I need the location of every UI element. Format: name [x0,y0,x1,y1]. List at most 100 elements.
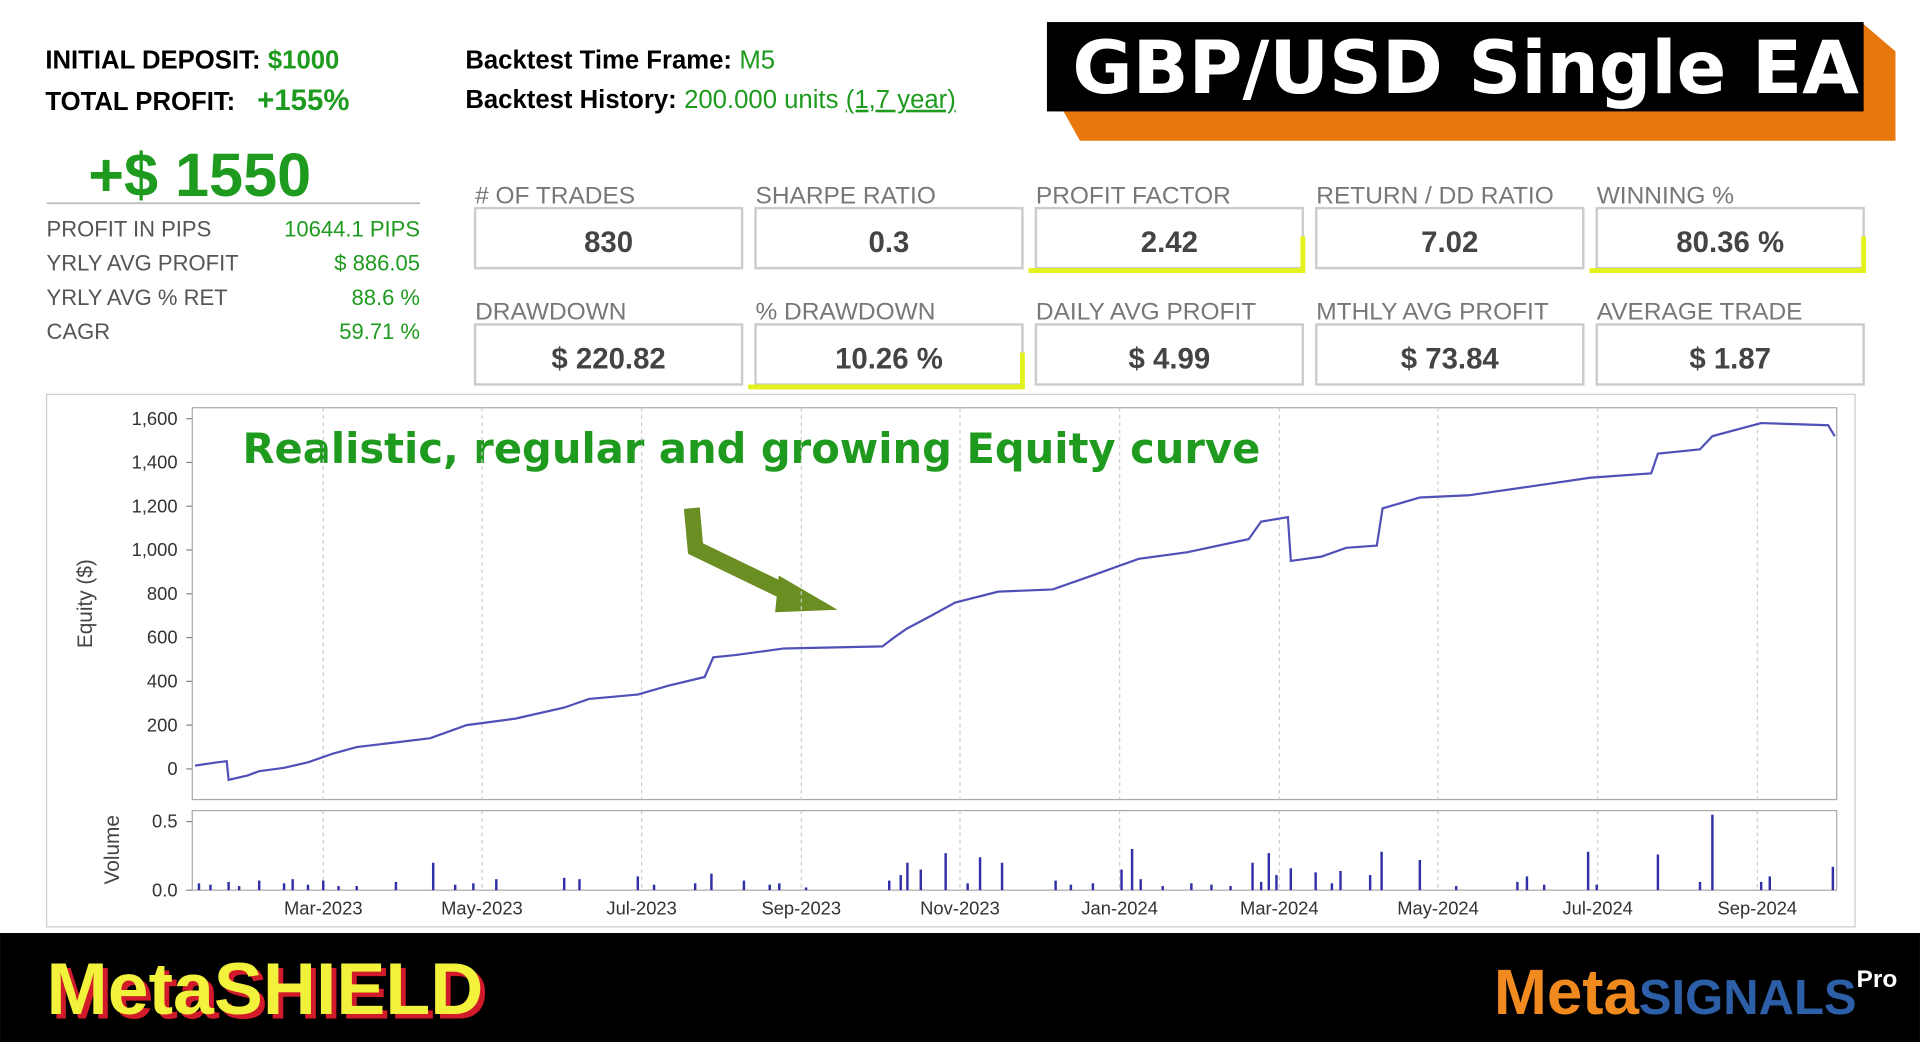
label: TOTAL PROFIT: [45,88,235,116]
title-shadow [1062,110,1896,141]
volume-bar [1586,851,1590,891]
volume-bar [1759,881,1763,891]
y-axis-title: Equity ($) [74,559,97,648]
volume-bar [237,886,241,891]
volume-bar [636,876,640,891]
volume-bar [1000,862,1004,891]
metric-value: 80.36 % [1676,226,1784,259]
volume-bar [1542,884,1546,891]
metric-value: $ 4.99 [1129,343,1211,376]
volume-bar [1161,886,1164,891]
period: (1,7 year) [846,86,956,114]
label: Backtest Time Frame: [465,47,732,75]
metric-box [1595,323,1865,386]
volume-bar [578,879,581,891]
stat-value: 88.6 % [351,285,420,310]
partner: Meta [1494,957,1640,1028]
volume-bar [1251,862,1254,891]
x-tick-label: Mar-2024 [1240,898,1319,919]
volume-bar [1525,876,1529,891]
title-box [1046,22,1864,112]
volume-bar [944,853,947,891]
y-tick-label: 200 [147,714,178,735]
footer-bar [0,933,1920,1042]
volume-bar [888,880,891,891]
volume-bar [1698,881,1702,891]
volume-bar [919,869,923,891]
volume-bar [1595,884,1598,891]
metric-value: $ 1.87 [1689,343,1771,376]
metric-label: WINNING % [1597,182,1734,209]
annotation: Realistic, regular and growing Equity cu… [242,424,1260,473]
footer: MetaSHIELD MetaSHIELD MetaSIGNALSPro [0,933,1920,1042]
volume-bar [966,883,969,891]
title-shadow [1861,22,1896,113]
deposit: INITIAL DEPOSIT: $1000 [45,47,339,75]
metric-label: MTHLY AVG PROFIT [1316,299,1549,326]
volume-bar [1289,868,1293,891]
y-tick-label: 1,400 [132,452,178,473]
plot-area [191,407,1838,801]
volume-bar [1656,854,1660,891]
volume-bar [1275,875,1278,891]
value: M5 [739,47,775,75]
metric-label: DRAWDOWN [475,299,626,326]
metric-box [754,206,1024,270]
label: INITIAL DEPOSIT: [45,47,260,75]
volume-bar [1516,881,1519,891]
volume-bar [906,862,909,891]
equity-line [194,421,1836,782]
volume-bar [495,879,498,891]
volume-bar [337,886,340,891]
volume-bar [1229,886,1232,891]
volume-bar [282,883,286,891]
metric-value: 2.42 [1141,226,1198,259]
volume-bar [1130,849,1134,891]
volume-bar [1210,884,1213,891]
volume-bar [1368,875,1372,891]
metric-label: AVERAGE TRADE [1597,299,1803,326]
volume-bar [768,884,771,891]
history: Backtest History: 200.000 units (1,7 year) [465,86,955,114]
volume-bar [710,873,713,891]
highlight [748,352,1025,390]
highlight [1028,236,1306,274]
volume-bar [1314,872,1317,891]
volume-bar [306,884,310,891]
volume-bar [1054,880,1057,891]
total-profit: TOTAL PROFIT: +155% [45,84,349,117]
metric-label: # OF TRADES [475,182,635,209]
value: 200.000 units [684,86,838,114]
volume-bar [1259,881,1263,891]
y-tick-label: 600 [147,627,178,648]
x-tick-label: Nov-2023 [920,898,1000,919]
volume-bar [197,883,201,891]
metric-box [1034,323,1305,386]
volume-bar [1190,883,1193,891]
volume-bar [394,881,398,891]
x-tick-label: Sep-2024 [1718,898,1798,919]
volume-bar [778,883,781,891]
y-tick-label: 0.0 [152,879,178,900]
y-tick-label: 1,600 [132,408,178,429]
y-tick-label: 1,200 [132,495,178,516]
x-tick-label: Sep-2023 [761,898,841,919]
metric-box [1315,206,1585,270]
stat-label: CAGR [47,319,111,344]
y-axis-title: Volume [101,815,124,884]
metric-label: RETURN / DD RATIO [1316,182,1553,209]
volume-bar [1380,851,1383,891]
volume-bar [1339,870,1342,891]
stat-value: $ 886.05 [334,251,420,276]
arrow [683,507,806,608]
brand: MetaSHIELD [47,947,484,1030]
volume-bar [562,877,566,891]
metric-box [473,323,744,386]
y-tick-label: 0 [167,758,177,779]
partner-logo: MetaSIGNALSPro [1494,957,1897,1028]
partner-accent: SIGNALS [1639,971,1857,1025]
partner-sup: Pro [1857,966,1898,993]
volume-bar [742,880,746,891]
x-tick-label: Mar-2023 [284,898,363,919]
